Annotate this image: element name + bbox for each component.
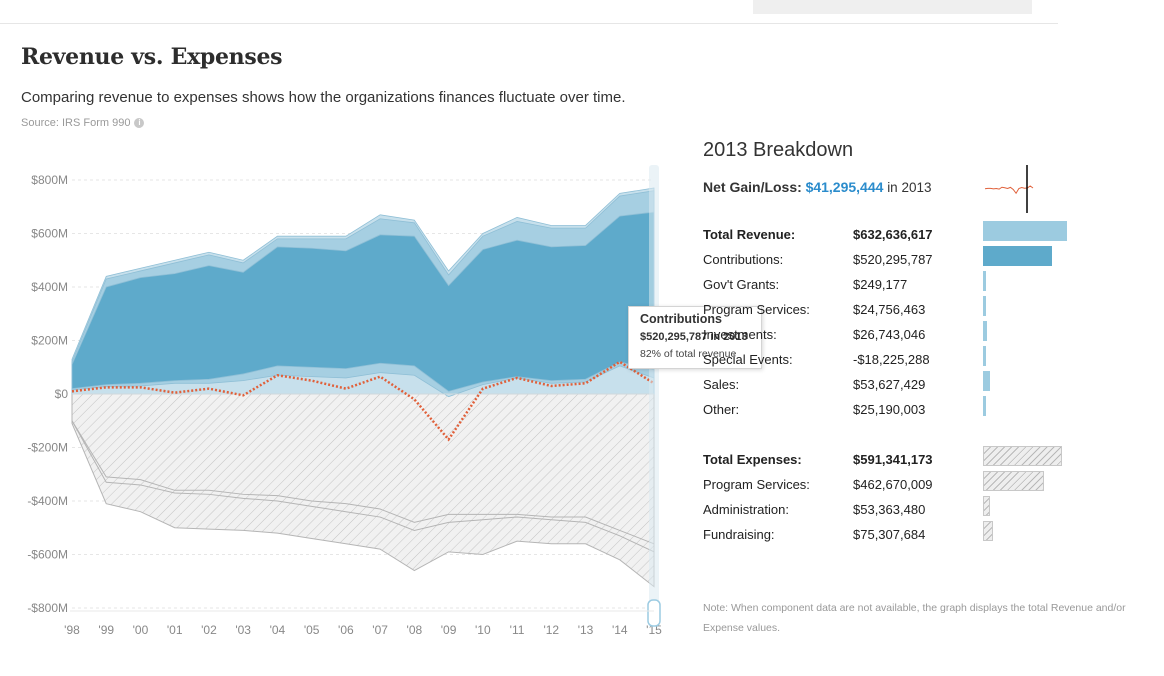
net-line-layer [71, 360, 655, 442]
x-tick-label: '08 [407, 623, 423, 637]
x-tick-label: '06 [338, 623, 354, 637]
section-subtitle: Comparing revenue to expenses shows how … [21, 89, 626, 106]
year-scrubber[interactable] [70, 165, 661, 627]
header-placeholder-box [753, 0, 1032, 14]
y-tick-label: $400M [31, 280, 68, 294]
x-tick-label: '05 [304, 623, 320, 637]
y-tick-label: $200M [31, 334, 68, 348]
chart-tooltip: Contributions $520,295,787 in 2013 82% o… [628, 306, 762, 369]
expense-label: Program Services: [703, 477, 810, 492]
x-tick-label: '99 [98, 623, 114, 637]
revenue-bar [983, 296, 987, 316]
top-divider [0, 23, 1058, 24]
y-tick-label: -$200M [27, 441, 68, 455]
sparkline-path [984, 185, 1034, 195]
revenue-areas [71, 187, 655, 398]
expense-value: $591,341,173 [853, 452, 933, 467]
revenue-value: $24,756,463 [853, 302, 926, 317]
revenue-label: Other: [703, 402, 740, 417]
revenue-label: Investments: [703, 327, 777, 342]
expense-bar [983, 521, 993, 541]
revenue-bar [983, 271, 986, 291]
expense-bar [983, 496, 991, 516]
revenue-value: $249,177 [853, 277, 908, 292]
revenue-bar [983, 346, 986, 366]
x-tick-label: '07 [372, 623, 388, 637]
source-text: Source: IRS Form 990 [21, 117, 131, 129]
expense-value: $462,670,009 [853, 477, 933, 492]
tooltip-title: Contributions [640, 312, 722, 326]
x-tick-label: '02 [201, 623, 217, 637]
expense-label: Total Expenses: [703, 452, 802, 467]
x-tick-label: '15 [646, 623, 662, 637]
net-gain-loss-line [71, 360, 655, 442]
revenue-value: $25,190,003 [853, 402, 926, 417]
tooltip-percent: 82% of total revenue [640, 348, 737, 360]
x-tick-label: '09 [441, 623, 457, 637]
breakdown-title: 2013 Breakdown [703, 139, 854, 161]
revenue-label: Sales: [703, 377, 740, 392]
net-sparkline [984, 165, 1034, 213]
net-gain-loss-row: Net Gain/Loss: $41,295,444 in 2013 [703, 179, 931, 195]
section-title: Revenue vs. Expenses [21, 44, 283, 70]
x-tick-label: '04 [270, 623, 286, 637]
net-gain-loss-value: $41,295,444 [805, 179, 884, 195]
expense-area-total [71, 393, 655, 588]
revenue-label: Contributions: [703, 252, 784, 267]
scrubber-handle[interactable] [647, 599, 661, 627]
revenue-label: Special Events: [703, 352, 793, 367]
revenue-label: Gov't Grants: [703, 277, 780, 292]
breakdown-note: Note: When component data are not availa… [703, 602, 1126, 634]
expense-bar [983, 446, 1062, 466]
scrubber-track[interactable] [649, 165, 659, 615]
revenue-bar [983, 246, 1053, 266]
expense-line-administration [71, 420, 655, 545]
source-line: Source: IRS Form 990 i [21, 117, 145, 129]
y-tick-label: -$600M [27, 548, 68, 562]
revenue-bar [983, 221, 1067, 241]
x-tick-label: '01 [167, 623, 183, 637]
net-gain-loss-suffix: in 2013 [887, 180, 932, 195]
revenue-bar [983, 321, 987, 341]
chart-axes: $800M $600M $400M $200M $0 -$200M -$400M -$600M… [27, 173, 662, 637]
revenue-expenses-chart[interactable]: $800M $600M $400M $200M $0 -$200M -$400M -$600M… [0, 150, 680, 650]
x-tick-label: '03 [235, 623, 251, 637]
info-icon[interactable]: i [134, 118, 145, 128]
expense-label: Fundraising: [703, 527, 775, 542]
x-tick-label: '10 [475, 623, 491, 637]
expense-value: $75,307,684 [853, 527, 926, 542]
revenue-bar [983, 371, 991, 391]
revenue-value: -$18,225,288 [853, 352, 930, 367]
y-tick-label: -$800M [27, 601, 68, 615]
expense-bar [983, 471, 1045, 491]
revenue-label: Total Revenue: [703, 227, 796, 242]
y-tick-label: $600M [31, 227, 68, 241]
revenue-value: $632,636,617 [853, 227, 933, 242]
y-tick-label: $0 [55, 387, 69, 401]
revenue-label: Program Services: [703, 302, 810, 317]
x-tick-label: '13 [578, 623, 594, 637]
revenue-value: $53,627,429 [853, 377, 926, 392]
tooltip-value: $520,295,787 in 2013 [640, 331, 748, 343]
x-tick-label: '11 [510, 623, 525, 637]
expense-label: Administration: [703, 502, 789, 517]
expense-value: $53,363,480 [853, 502, 926, 517]
revenue-value: $520,295,787 [853, 252, 933, 267]
y-tick-label: -$400M [27, 494, 68, 508]
revenue-bar [983, 396, 987, 416]
revenue-value: $26,743,046 [853, 327, 926, 342]
expense-areas [71, 393, 655, 588]
x-tick-label: '14 [612, 623, 628, 637]
x-tick-label: '00 [133, 623, 149, 637]
x-tick-label: '98 [64, 623, 80, 637]
y-tick-label: $800M [31, 173, 68, 187]
expense-line-program-services [71, 420, 655, 553]
x-tick-label: '12 [543, 623, 559, 637]
net-gain-loss-label: Net Gain/Loss: [703, 179, 802, 195]
